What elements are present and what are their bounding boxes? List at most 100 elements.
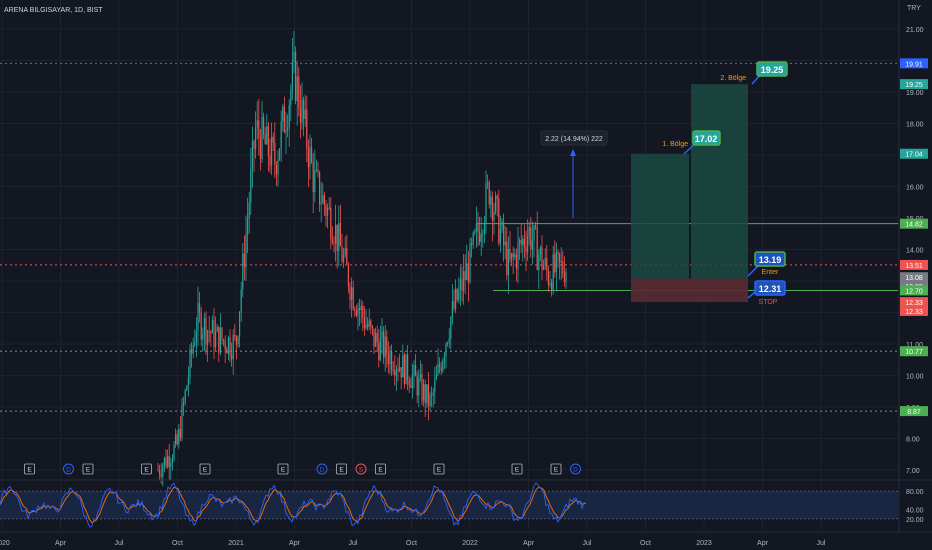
candle-body (352, 287, 354, 310)
candle-body (307, 148, 309, 168)
earnings-event-marker[interactable] (375, 463, 386, 475)
candle-body (391, 351, 393, 370)
candle-body (224, 340, 226, 350)
candle-body (288, 104, 290, 129)
earnings-event-marker[interactable] (82, 463, 94, 475)
earnings-event-marker[interactable] (199, 463, 211, 475)
candle-body (509, 249, 511, 260)
candle-body (530, 227, 532, 250)
candle-body (376, 333, 378, 343)
candle-body (315, 169, 317, 171)
earnings-event-marker[interactable] (433, 463, 445, 475)
drawing-tools[interactable]: 2.22 (14.94%) 222 1. Bölge 17.02 2. Bölg… (540, 61, 788, 306)
time-tick-label: Jul (817, 540, 826, 547)
candle-body (296, 76, 298, 101)
candle-body (483, 222, 485, 234)
stochastic-oscillator-pane[interactable] (0, 479, 932, 528)
candle-body (357, 308, 359, 316)
event-marker-label: E (437, 467, 442, 474)
price-label-value: 12.33 (905, 309, 923, 316)
candle-body (215, 331, 217, 348)
candle-body (234, 335, 236, 337)
earnings-event-marker[interactable] (511, 463, 523, 475)
candlestick-series[interactable] (157, 30, 567, 487)
candle-body (271, 136, 273, 166)
entry-value-box[interactable] (754, 251, 786, 267)
target-zone-1[interactable] (631, 153, 689, 279)
earnings-event-marker[interactable] (141, 463, 152, 475)
candle-body (283, 106, 285, 133)
time-axis[interactable]: 2020 Apr Jul Oct 2021 Apr Jul Oct 2022 Apr Jul Oct 2… (0, 531, 932, 547)
candle-body (159, 470, 161, 475)
candle-body (448, 338, 450, 343)
stop-value-box[interactable] (754, 280, 786, 296)
event-marker-label: S (359, 467, 364, 474)
candle-body (248, 202, 250, 219)
price-tick-label: 19.00 (906, 90, 924, 97)
candle-body (285, 130, 287, 133)
candle-body (547, 270, 549, 285)
candle-body (213, 320, 215, 348)
price-label-tag (900, 272, 928, 283)
candle-body (423, 384, 425, 401)
oscillator-axis[interactable]: 20.00 40.00 80.00 (906, 489, 924, 524)
candle-body (343, 255, 345, 263)
candle-body (333, 242, 335, 244)
split-event-marker[interactable] (355, 463, 367, 475)
dividend-event-marker[interactable] (570, 463, 581, 475)
candle-body (528, 227, 530, 237)
earnings-event-marker[interactable] (550, 463, 562, 475)
zone2-value-box[interactable] (756, 61, 788, 77)
earnings-event-marker[interactable] (336, 463, 347, 475)
candle-body (282, 106, 284, 122)
candle-body (245, 234, 247, 267)
candle-body (291, 62, 293, 91)
candle-body (416, 376, 418, 396)
price-label-tag (900, 58, 928, 69)
candle-body (229, 337, 231, 356)
chart-grid (0, 0, 898, 530)
target-zone-2[interactable] (691, 84, 748, 279)
candle-body (442, 360, 444, 371)
event-marker-label: E (203, 467, 208, 474)
candle-body (290, 90, 292, 105)
candle-body (250, 168, 252, 203)
symbol-title: ARENA BILGISAYAR, 1D, BIST (4, 7, 103, 14)
price-axis[interactable]: 7.008.009.0010.0011.0012.0013.0014.0015.… (898, 0, 928, 532)
candle-body (519, 240, 521, 243)
zone1-value-box[interactable] (692, 130, 721, 146)
candle-body (341, 245, 343, 263)
candle-body (367, 324, 369, 327)
earnings-event-marker[interactable] (24, 463, 35, 475)
candle-body (258, 120, 260, 138)
candle-body (429, 394, 431, 406)
candle-body (264, 134, 266, 145)
earnings-event-marker[interactable] (277, 463, 289, 475)
candle-body (407, 354, 409, 381)
candle-body (314, 170, 316, 193)
position-zones (631, 84, 748, 303)
candle-body (320, 203, 322, 205)
price-tick-label: 14.00 (906, 248, 924, 255)
candle-body (311, 146, 313, 162)
stop-zone[interactable] (631, 278, 748, 303)
candle-body (522, 238, 524, 245)
dividend-event-marker[interactable] (316, 463, 328, 475)
candle-body (527, 236, 529, 253)
dividend-event-marker[interactable] (63, 463, 74, 475)
price-label-tag (900, 305, 928, 316)
time-tick-label: Oct (640, 540, 651, 547)
candle-body (336, 224, 338, 252)
candle-body (347, 264, 349, 288)
candle-body (338, 222, 340, 252)
candle-body (168, 456, 170, 468)
candle-body (507, 249, 509, 276)
price-label-value: 10.77 (905, 349, 923, 356)
candle-body (475, 223, 477, 232)
candle-body (456, 289, 458, 300)
candle-body (375, 333, 377, 347)
candle-body (349, 287, 351, 300)
candle-body (247, 218, 249, 235)
